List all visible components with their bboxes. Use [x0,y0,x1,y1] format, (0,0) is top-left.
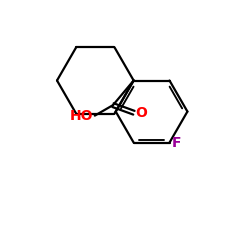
Text: HO: HO [70,109,94,123]
Text: F: F [172,136,181,149]
Text: O: O [135,106,147,120]
